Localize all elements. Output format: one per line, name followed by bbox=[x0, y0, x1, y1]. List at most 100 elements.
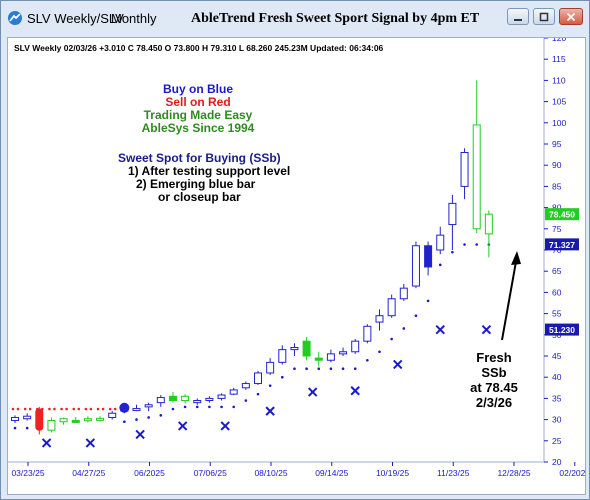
red-stop-dot bbox=[23, 407, 27, 411]
close-icon bbox=[566, 12, 576, 21]
candle bbox=[96, 416, 105, 422]
candle-body bbox=[11, 416, 19, 421]
red-stop-dot bbox=[28, 407, 32, 411]
sweet-spot-note: Sweet Spot for Buying (SSb) 1) After tes… bbox=[118, 151, 290, 204]
candle-body bbox=[399, 287, 408, 300]
legend-line-3: Trading Made Easy bbox=[144, 108, 253, 122]
candle-body bbox=[326, 353, 335, 361]
legend-line-1: Buy on Blue bbox=[163, 82, 233, 96]
candle bbox=[83, 416, 92, 423]
blue-stop-dot bbox=[159, 414, 163, 417]
red-stop-dot bbox=[77, 407, 81, 411]
y-tick-label: 85 bbox=[552, 181, 562, 191]
candle bbox=[241, 381, 250, 390]
candle-body bbox=[484, 213, 493, 235]
window-controls bbox=[507, 8, 583, 25]
blue-stop-dot bbox=[195, 405, 199, 409]
y-tick-label: 105 bbox=[552, 97, 566, 107]
candle-body bbox=[144, 404, 153, 408]
candle bbox=[278, 345, 287, 365]
blue-stop-dot bbox=[232, 405, 235, 409]
annotation-arrow-shaft bbox=[501, 255, 518, 341]
sweet-spot-line-1: 1) After testing support level bbox=[128, 164, 290, 178]
red-stop-dot bbox=[101, 407, 105, 411]
legend-line-2: Sell on Red bbox=[165, 95, 230, 109]
candle bbox=[35, 406, 44, 435]
price-tag: 51.230 bbox=[545, 323, 579, 336]
x-marker bbox=[481, 325, 492, 335]
minimize-icon bbox=[514, 18, 522, 21]
candle-body bbox=[351, 340, 360, 353]
y-tick-label: 120 bbox=[552, 38, 566, 43]
tab-slv-weekly[interactable]: SLV Weekly/SLV bbox=[27, 11, 124, 26]
red-stop-dot bbox=[60, 407, 63, 411]
candle bbox=[205, 396, 214, 403]
y-tick-label: 35 bbox=[552, 393, 562, 403]
x-marker-stroke bbox=[85, 438, 96, 448]
x-marker-stroke bbox=[135, 429, 145, 440]
x-tick-label: 11/23/25 bbox=[437, 468, 470, 478]
blue-stop-dot bbox=[451, 250, 454, 254]
blue-stop-dot bbox=[220, 405, 223, 409]
candle-body bbox=[411, 245, 420, 287]
price-chart: SLV Weekly 02/03/26 +3.010 C 78.450 O 73… bbox=[8, 33, 590, 478]
blue-stop-dot bbox=[244, 399, 248, 402]
blue-stop-dot bbox=[390, 337, 393, 341]
candle-body bbox=[448, 202, 457, 226]
candle-body bbox=[241, 383, 250, 389]
chart-panel: SLV Weekly 02/03/26 +3.010 C 78.450 O 73… bbox=[7, 33, 590, 495]
x-tick-label: 08/10/25 bbox=[254, 468, 287, 478]
candle bbox=[119, 402, 130, 414]
y-tick-label: 30 bbox=[552, 415, 562, 425]
blue-stop-dot bbox=[208, 405, 211, 409]
y-tick-label: 40 bbox=[552, 372, 562, 382]
candle bbox=[411, 241, 420, 289]
candle bbox=[132, 404, 141, 412]
candle bbox=[363, 324, 372, 344]
candle bbox=[254, 370, 262, 385]
sweet-spot-line-2: 2) Emerging blue bar bbox=[136, 177, 256, 191]
x-marker-stroke bbox=[307, 387, 318, 397]
close-button[interactable] bbox=[559, 8, 583, 25]
candle bbox=[156, 395, 165, 407]
x-marker bbox=[220, 421, 230, 431]
candle bbox=[460, 148, 469, 200]
x-tick-label: 10/19/25 bbox=[376, 468, 409, 478]
x-marker-stroke bbox=[435, 325, 445, 335]
candle-body bbox=[205, 397, 214, 402]
candle bbox=[302, 336, 311, 361]
title-bar: SLV Weekly/SLV Monthly AbleTrend Fresh S… bbox=[1, 1, 589, 37]
red-stop-dot bbox=[89, 407, 93, 411]
minimize-button[interactable] bbox=[507, 8, 529, 25]
blue-stop-dot bbox=[147, 416, 150, 419]
maximize-button[interactable] bbox=[533, 8, 555, 25]
red-stop-dot bbox=[48, 407, 51, 411]
blue-stop-dot bbox=[438, 263, 442, 267]
candle bbox=[375, 309, 384, 331]
red-stop-dot bbox=[72, 407, 76, 411]
candle bbox=[59, 417, 68, 425]
x-marker-stroke bbox=[41, 438, 52, 448]
tab-monthly[interactable]: Monthly bbox=[111, 11, 157, 26]
y-tick-label: 60 bbox=[552, 287, 562, 297]
candle bbox=[23, 413, 32, 421]
candle-body bbox=[363, 325, 372, 342]
annotation-arrowhead bbox=[511, 251, 521, 265]
x-marker bbox=[85, 438, 96, 448]
x-tick-label: 12/28/25 bbox=[497, 468, 530, 478]
y-tick-label: 100 bbox=[552, 118, 566, 128]
candle bbox=[290, 343, 299, 356]
candle bbox=[399, 283, 408, 301]
candle-body bbox=[132, 408, 141, 412]
blue-stop-dot bbox=[171, 407, 175, 411]
candle bbox=[387, 294, 396, 318]
blue-stop-dot bbox=[414, 314, 418, 318]
candle bbox=[314, 351, 323, 367]
candle bbox=[71, 417, 80, 423]
blue-stop-dot bbox=[366, 358, 369, 362]
annotation-line-1: Fresh bbox=[476, 350, 511, 365]
blue-stop-dot bbox=[281, 375, 284, 379]
blue-stop-dot bbox=[402, 327, 406, 330]
candle-body bbox=[375, 315, 384, 323]
